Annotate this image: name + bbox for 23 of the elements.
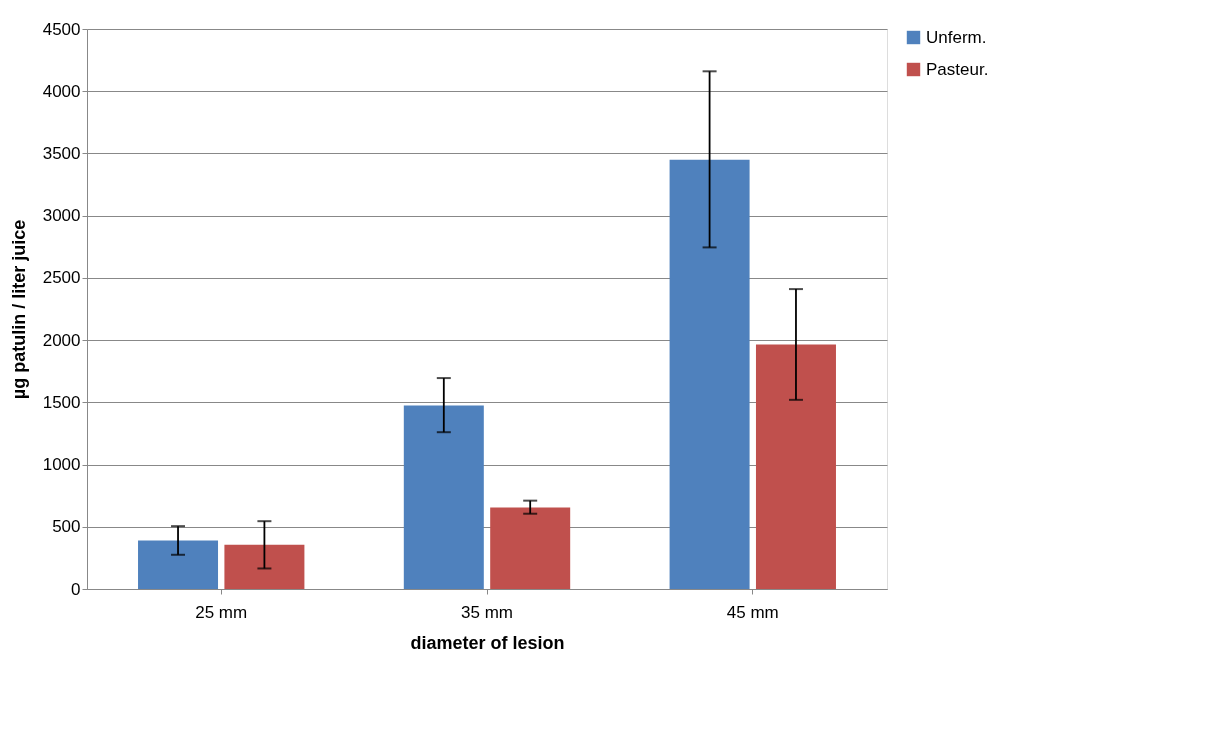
x-tick-label: 45 mm — [726, 602, 779, 622]
y-tick-label: 1000 — [42, 455, 81, 475]
y-tick-label: 2500 — [42, 268, 81, 288]
legend-label: Pasteur. — [926, 59, 989, 79]
y-tick-label: 3000 — [42, 206, 81, 226]
y-tick-label: 4500 — [42, 19, 81, 39]
legend-label: Unferm. — [926, 27, 987, 47]
x-tick-label: 25 mm — [195, 602, 248, 622]
y-tick-label: 0 — [71, 579, 81, 599]
bar — [755, 344, 836, 589]
bar — [403, 405, 484, 589]
y-tick-label: 1500 — [42, 392, 81, 412]
bar — [490, 507, 571, 589]
y-tick-label: 3500 — [42, 143, 81, 163]
y-axis-title: µg patulin / liter juice — [8, 219, 29, 400]
x-tick-label: 35 mm — [461, 602, 513, 622]
y-tick-label: 500 — [52, 517, 81, 537]
bar — [669, 159, 750, 589]
y-tick-label: 2000 — [42, 330, 81, 350]
y-tick-label: 4000 — [42, 81, 81, 101]
bar — [138, 540, 219, 589]
x-axis-title: diameter of lesion — [410, 632, 565, 653]
bar — [224, 544, 305, 589]
